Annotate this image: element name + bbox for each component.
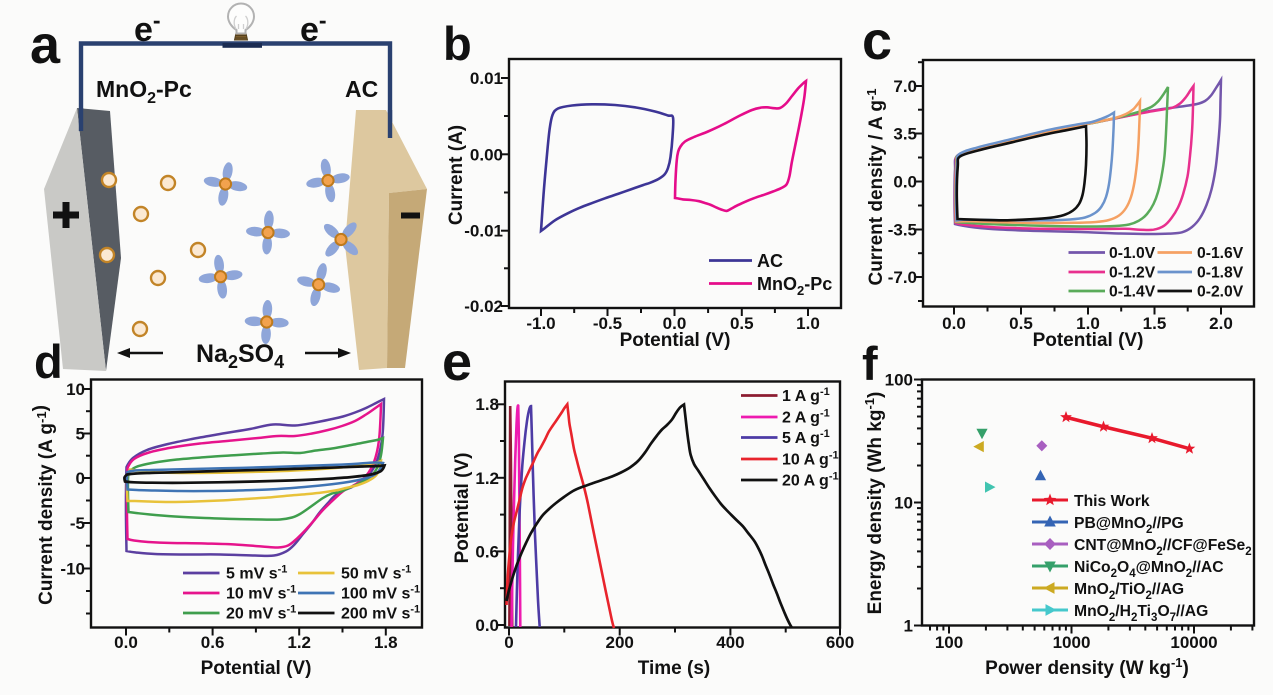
svg-text:Potential (V): Potential (V) [201, 658, 312, 679]
svg-text:5: 5 [76, 425, 85, 444]
svg-text:0-2.0V: 0-2.0V [1197, 284, 1244, 301]
svg-text:Potential (V): Potential (V) [452, 453, 473, 564]
svg-text:10 mV s-1: 10 mV s-1 [226, 584, 296, 603]
svg-text:-0.01: -0.01 [464, 222, 503, 241]
svg-text:-1.0: -1.0 [526, 314, 555, 333]
svg-text:0.01: 0.01 [470, 69, 503, 88]
svg-text:0-1.6V: 0-1.6V [1197, 245, 1244, 262]
svg-text:-0.02: -0.02 [464, 297, 503, 316]
svg-text:5 mV s-1: 5 mV s-1 [226, 564, 287, 583]
svg-text:AC: AC [345, 76, 378, 102]
svg-text:0.00: 0.00 [470, 145, 503, 164]
svg-text:This Work: This Work [1074, 493, 1150, 510]
svg-text:f: f [862, 337, 878, 390]
svg-text:600: 600 [826, 633, 854, 652]
svg-text:Energy density (Wh kg-1): Energy density (Wh kg-1) [862, 392, 886, 615]
svg-text:0-1.4V: 0-1.4V [1109, 284, 1156, 301]
svg-text:0-1.2V: 0-1.2V [1109, 265, 1156, 282]
svg-text:10 A g-1: 10 A g-1 [782, 450, 839, 469]
svg-text:20 A g-1: 20 A g-1 [782, 471, 839, 490]
svg-text:200 mV s-1: 200 mV s-1 [341, 604, 420, 623]
svg-text:3.5: 3.5 [893, 125, 917, 144]
svg-text:1 A g-1: 1 A g-1 [782, 386, 830, 405]
svg-text:1.5: 1.5 [1143, 314, 1167, 333]
svg-text:10000: 10000 [1170, 633, 1217, 652]
svg-text:CNT@MnO2//CF@FeSe2: CNT@MnO2//CF@FeSe2 [1074, 537, 1252, 558]
svg-text:0.5: 0.5 [1009, 314, 1033, 333]
svg-text:2.0: 2.0 [1209, 314, 1233, 333]
svg-text:0.6: 0.6 [475, 542, 499, 561]
svg-text:0.0: 0.0 [475, 616, 499, 635]
svg-text:0.0: 0.0 [893, 173, 917, 192]
svg-text:7.0: 7.0 [893, 77, 917, 96]
svg-text:0-1.8V: 0-1.8V [1197, 265, 1244, 282]
svg-text:0.0: 0.0 [942, 314, 966, 333]
svg-text:e: e [442, 332, 472, 392]
svg-text:1.8: 1.8 [475, 395, 499, 414]
svg-text:c: c [862, 11, 892, 71]
svg-text:0.5: 0.5 [730, 314, 754, 333]
svg-text:0: 0 [76, 469, 85, 488]
svg-text:-10: -10 [60, 560, 85, 579]
svg-text:0: 0 [504, 633, 513, 652]
svg-text:MnO2-Pc: MnO2-Pc [96, 76, 192, 107]
svg-text:1: 1 [904, 617, 913, 636]
svg-text:-5: -5 [70, 514, 85, 533]
svg-text:1.0: 1.0 [796, 314, 820, 333]
svg-text:0.0: 0.0 [114, 633, 138, 652]
svg-text:Na2SO4: Na2SO4 [196, 340, 284, 372]
svg-text:100 mV s-1: 100 mV s-1 [341, 584, 420, 603]
svg-text:2 A g-1: 2 A g-1 [782, 408, 830, 427]
svg-text:-7.0: -7.0 [888, 268, 917, 287]
svg-text:MnO2/TiO2//AG: MnO2/TiO2//AG [1074, 581, 1184, 602]
svg-text:50 mV s-1: 50 mV s-1 [341, 564, 411, 583]
svg-text:Current (A): Current (A) [446, 125, 467, 225]
svg-text:5 A g-1: 5 A g-1 [782, 428, 830, 447]
svg-text:20 mV s-1: 20 mV s-1 [226, 604, 296, 623]
svg-text:200: 200 [606, 633, 634, 652]
svg-text:d: d [34, 335, 63, 388]
svg-text:0.6: 0.6 [201, 633, 225, 652]
svg-text:100: 100 [885, 371, 913, 390]
svg-text:Time (s): Time (s) [638, 658, 711, 679]
svg-text:1.2: 1.2 [287, 633, 311, 652]
svg-text:-0.5: -0.5 [593, 314, 622, 333]
svg-text:-3.5: -3.5 [888, 221, 917, 240]
svg-text:1.0: 1.0 [1076, 314, 1100, 333]
svg-text:AC: AC [757, 251, 783, 271]
svg-text:10: 10 [66, 380, 85, 399]
svg-text:1.8: 1.8 [374, 633, 398, 652]
svg-text:PB@MnO2//PG: PB@MnO2//PG [1074, 515, 1184, 536]
svg-text:b: b [443, 17, 472, 70]
svg-text:Current density / A g-1: Current density / A g-1 [864, 88, 887, 285]
svg-text:Power density (W kg-1): Power density (W kg-1) [985, 655, 1189, 679]
svg-text:10: 10 [894, 494, 913, 513]
svg-text:Potential (V): Potential (V) [1033, 330, 1144, 351]
svg-text:0-1.0V: 0-1.0V [1109, 245, 1156, 262]
svg-text:0.0: 0.0 [663, 314, 687, 333]
svg-text:Potential (V): Potential (V) [620, 330, 731, 351]
svg-text:100: 100 [935, 633, 963, 652]
svg-text:1.2: 1.2 [475, 469, 499, 488]
svg-text:a: a [30, 15, 61, 75]
svg-text:400: 400 [716, 633, 744, 652]
svg-text:1000: 1000 [1053, 633, 1091, 652]
